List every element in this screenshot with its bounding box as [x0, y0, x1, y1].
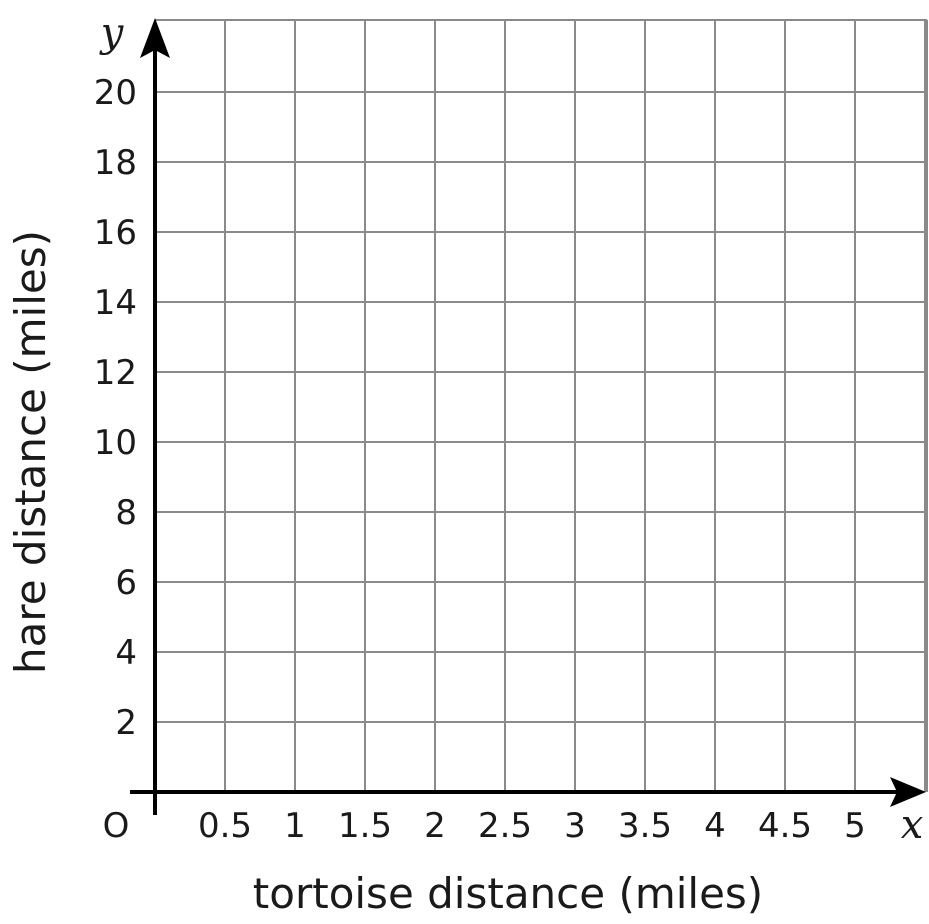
origin-label: O: [103, 806, 130, 846]
axes: [130, 18, 926, 815]
x-axis-title: tortoise distance (miles): [253, 869, 763, 918]
x-tick-label: 4.5: [758, 806, 812, 846]
x-tick-label: 3.5: [618, 806, 672, 846]
x-tick-label: 1.5: [338, 806, 392, 846]
y-axis-variable: y: [99, 10, 125, 56]
y-tick-label: 8: [115, 493, 137, 533]
y-tick-label: 10: [94, 423, 137, 463]
x-tick-label: 3: [564, 806, 586, 846]
x-axis-variable: x: [901, 802, 924, 848]
x-tick-label: 0.5: [198, 806, 252, 846]
x-tick-label: 5: [844, 806, 866, 846]
y-tick-label: 2: [115, 703, 137, 743]
x-tick-label: 2: [424, 806, 446, 846]
x-tick-labels: 0.5 1 1.5 2 2.5 3 3.5 4 4.5 5: [198, 806, 866, 846]
x-axis-arrow-icon: [890, 777, 926, 807]
y-tick-label: 18: [94, 143, 137, 183]
y-tick-label: 16: [94, 213, 137, 253]
y-tick-label: 20: [94, 73, 137, 113]
x-tick-label: 2.5: [478, 806, 532, 846]
x-tick-label: 4: [704, 806, 726, 846]
y-axis-title: hare distance (miles): [6, 230, 55, 674]
y-tick-label: 14: [94, 283, 137, 323]
grid: [155, 19, 928, 792]
y-tick-label: 6: [115, 563, 137, 603]
y-tick-labels: 2 4 6 8 10 12 14 16 18 20: [94, 73, 137, 743]
y-tick-label: 4: [115, 633, 137, 673]
x-tick-label: 1: [284, 806, 306, 846]
y-tick-label: 12: [94, 353, 137, 393]
y-axis-arrow-icon: [140, 18, 170, 58]
